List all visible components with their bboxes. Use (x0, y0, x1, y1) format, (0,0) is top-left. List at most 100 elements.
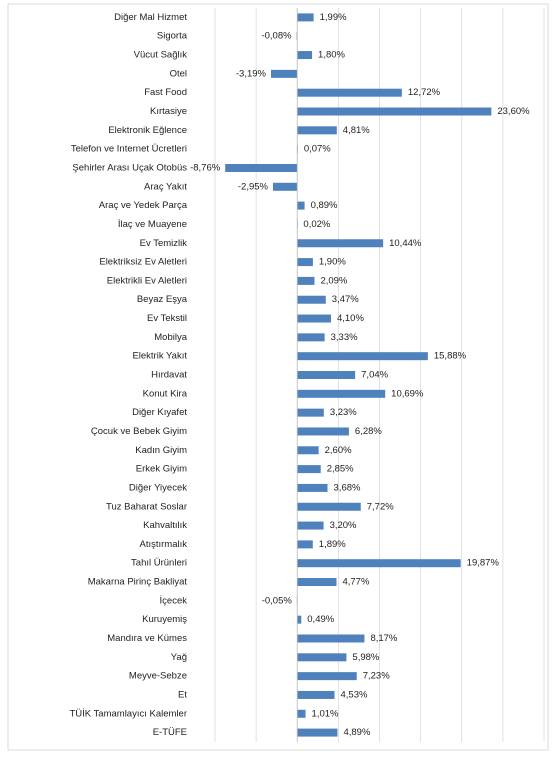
y-tick-label: E-TÜFE (153, 727, 187, 738)
data-label: 0,89% (311, 200, 338, 211)
data-label: 2,85% (327, 464, 354, 475)
bar (297, 634, 365, 643)
data-label: 2,60% (325, 445, 352, 456)
bar (297, 239, 384, 248)
bar (297, 389, 386, 398)
y-tick-label: Kahvaltılık (143, 520, 187, 531)
y-tick-label: Çocuk ve Bebek Giyim (91, 426, 187, 437)
bar (297, 521, 324, 530)
bar (297, 51, 313, 60)
bar (297, 107, 492, 116)
bar (297, 408, 324, 417)
bar (297, 446, 319, 455)
y-tick-label: Yağ (171, 652, 187, 663)
y-tick-label: Diğer Kıyafet (132, 407, 187, 418)
y-tick-label: Diğer Yiyecek (129, 482, 187, 493)
bar (297, 578, 337, 587)
y-tick-label: TÜİK Tamamlayıcı Kalemler (69, 708, 187, 719)
y-tick-label: Et (178, 689, 187, 700)
y-tick-label: Kırtasiye (150, 106, 187, 117)
bar (297, 502, 361, 511)
data-label: 1,90% (319, 257, 346, 268)
data-label: -2,95% (238, 181, 269, 192)
data-label: 23,60% (497, 106, 530, 117)
y-tick-label: Erkek Giyim (136, 464, 187, 475)
y-tick-label: Sigorta (157, 31, 188, 42)
data-label: 1,01% (312, 708, 339, 719)
y-tick-label: Hırdavat (151, 370, 187, 381)
data-label: 10,69% (391, 388, 424, 399)
y-tick-label: İçecek (160, 595, 188, 606)
bar (297, 653, 347, 662)
data-label: 4,53% (341, 689, 368, 700)
data-label: 5,98% (352, 652, 379, 663)
bar (297, 333, 325, 342)
y-tick-label: Fast Food (144, 87, 187, 98)
y-tick-label: Şehirler Arası Uçak Otobüs (72, 162, 187, 173)
data-label: 4,77% (342, 577, 369, 588)
y-tick-label: İlaç ve Muayene (118, 219, 187, 230)
data-label: 1,89% (319, 539, 346, 550)
y-tick-label: Otel (170, 68, 187, 79)
bar (271, 69, 298, 78)
data-label: 4,89% (343, 727, 370, 738)
bar (297, 559, 461, 568)
y-tick-label: Mobilya (154, 332, 187, 343)
y-tick-label: Ev Tekstil (147, 313, 187, 324)
bar (297, 690, 335, 699)
data-label: 0,49% (307, 614, 334, 625)
bar (297, 13, 314, 22)
y-tick-label: Tuz Baharat Soslar (106, 501, 187, 512)
bar (297, 126, 337, 135)
data-label: 3,47% (332, 294, 359, 305)
bar (297, 314, 331, 323)
y-tick-label: Araç Yakıt (144, 181, 187, 192)
data-label: 3,23% (330, 407, 357, 418)
data-label: 2,09% (320, 275, 347, 286)
data-label: 15,88% (434, 351, 467, 362)
data-label: 19,87% (467, 558, 500, 569)
y-tick-label: Konut Kira (143, 388, 188, 399)
y-tick-label: Atıştırmalık (139, 539, 187, 550)
data-label: 0,02% (303, 219, 330, 230)
y-tick-label: Kuruyemiş (142, 614, 187, 625)
data-label: -8,76% (190, 162, 221, 173)
data-label: 7,23% (363, 671, 390, 682)
bar (297, 88, 402, 97)
data-label: 10,44% (389, 238, 422, 249)
data-label: -3,19% (236, 68, 267, 79)
y-tick-label: Kadın Giyim (135, 445, 187, 456)
bar (297, 258, 313, 267)
y-tick-label: Telefon ve Internet Ücretleri (71, 144, 187, 155)
bar (297, 276, 315, 285)
y-tick-label: Elektronik Eğlence (108, 125, 187, 136)
data-label: 4,81% (343, 125, 370, 136)
data-label: 3,20% (330, 520, 357, 531)
data-label: -0,05% (262, 595, 293, 606)
y-tick-label: Meyve-Sebze (129, 671, 187, 682)
bar (272, 182, 298, 191)
bar (297, 201, 305, 210)
y-tick-label: Elektriksiz Ev Aletleri (99, 257, 187, 268)
y-tick-label: Mandıra ve Kümes (107, 633, 187, 644)
y-tick-label: Elektrikli Ev Aletleri (107, 275, 187, 286)
y-tick-label: Araç ve Yedek Parça (99, 200, 188, 211)
y-tick-label: Elektrik Yakıt (132, 351, 187, 362)
data-label: 3,33% (331, 332, 358, 343)
y-tick-label: Diğer Mal Hizmet (114, 12, 187, 23)
bar (225, 163, 298, 172)
data-label: 8,17% (370, 633, 397, 644)
data-label: -0,08% (261, 31, 292, 42)
data-label: 3,68% (334, 482, 361, 493)
data-label: 7,72% (367, 501, 394, 512)
bar (297, 465, 321, 474)
bar (297, 728, 338, 737)
data-label: 7,04% (361, 370, 388, 381)
bar (297, 371, 356, 379)
y-tick-label: Ev Temizlik (140, 238, 188, 249)
bar (297, 672, 357, 681)
y-tick-label: Vücut Sağlık (134, 50, 188, 61)
bar (297, 615, 302, 624)
data-label: 1,80% (318, 50, 345, 61)
